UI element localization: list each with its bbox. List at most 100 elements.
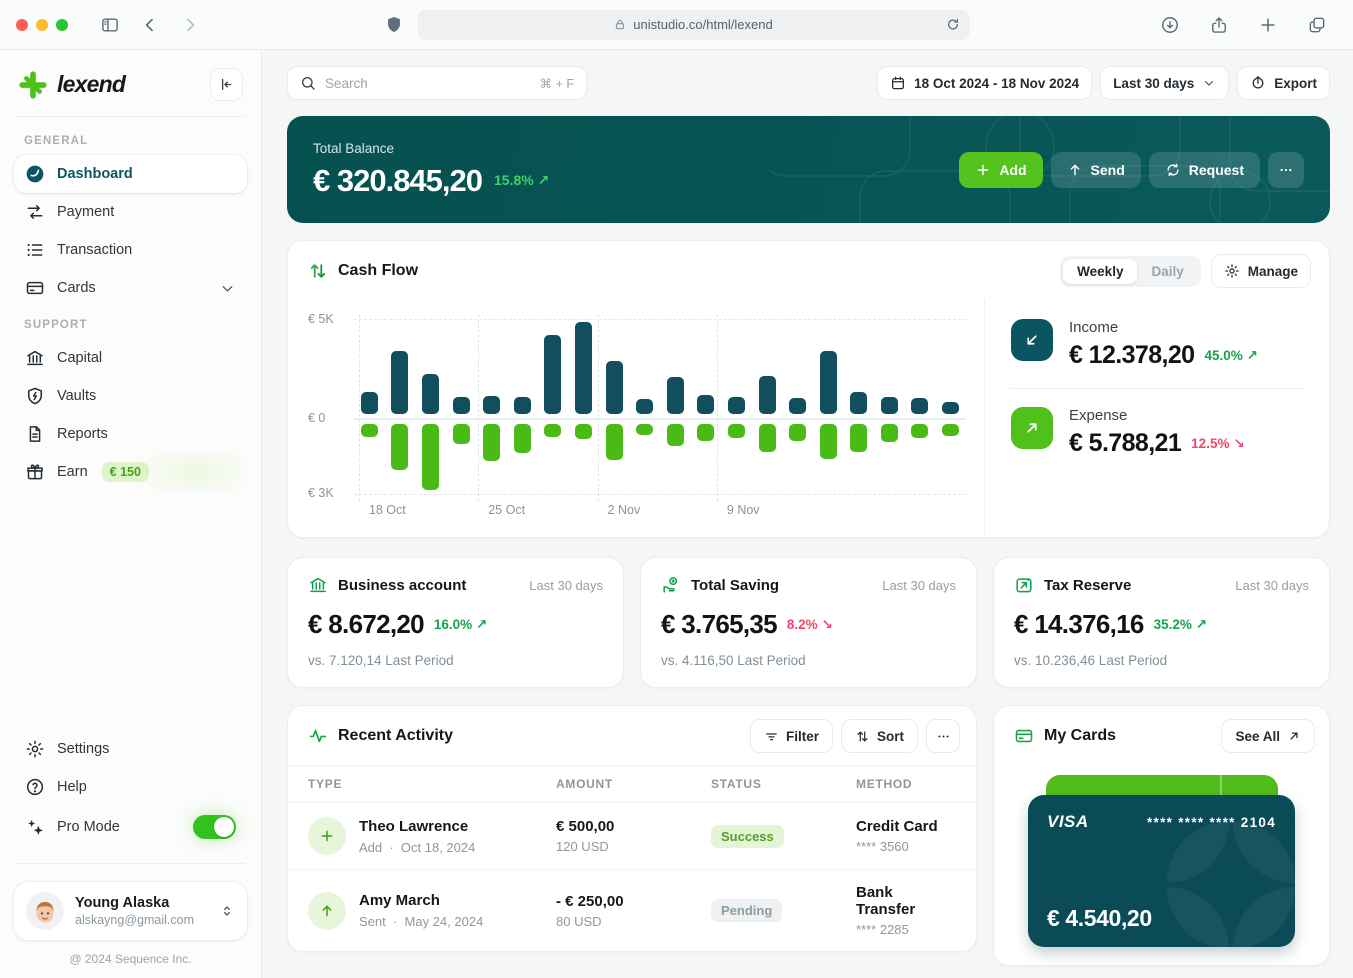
sidebar-item-reports[interactable]: Reports xyxy=(14,415,247,453)
sidebar-collapse-button[interactable] xyxy=(210,68,243,101)
close-window-button[interactable] xyxy=(16,18,28,31)
expense-bar[interactable] xyxy=(385,420,416,470)
income-bar[interactable] xyxy=(782,398,813,418)
bank-icon xyxy=(308,575,328,595)
expense-bar[interactable] xyxy=(721,420,752,438)
income-bar[interactable] xyxy=(752,376,783,418)
expense-bar[interactable] xyxy=(446,420,477,444)
sidebar-item-cards[interactable]: Cards xyxy=(14,269,247,307)
user-profile-card[interactable]: Young Alaska alskayng@gmail.com xyxy=(14,882,247,940)
tab-weekly[interactable]: Weekly xyxy=(1063,258,1138,284)
activity-more-button[interactable] xyxy=(926,719,960,753)
income-bar[interactable] xyxy=(691,395,722,418)
sidebar-item-earn[interactable]: Earn € 150 xyxy=(14,453,247,491)
see-all-button[interactable]: See All xyxy=(1221,719,1315,753)
period-dropdown[interactable]: Last 30 days xyxy=(1100,66,1230,100)
new-tab-icon[interactable] xyxy=(1258,15,1278,35)
sidebar-toggle-icon[interactable] xyxy=(100,15,120,35)
sidebar-item-settings[interactable]: Settings xyxy=(14,730,247,768)
visa-card[interactable]: VISA **** **** **** 2104 € 4.540,20 xyxy=(1028,795,1295,947)
income-bar[interactable] xyxy=(568,322,599,418)
filter-button[interactable]: Filter xyxy=(749,719,833,753)
search-box[interactable]: ⌘ + F xyxy=(287,66,587,100)
status-badge: Pending xyxy=(711,899,783,922)
sidebar-item-transaction[interactable]: Transaction xyxy=(14,231,247,269)
status-badge: Success xyxy=(711,824,784,848)
income-bar[interactable] xyxy=(874,397,905,418)
expense-bar[interactable] xyxy=(599,420,630,460)
expense-bar[interactable] xyxy=(660,420,691,446)
banner-more-button[interactable] xyxy=(1268,151,1304,188)
income-bar[interactable] xyxy=(385,351,416,418)
income-bar[interactable] xyxy=(935,402,966,418)
expense-bar[interactable] xyxy=(568,420,599,439)
expense-bar[interactable] xyxy=(691,420,722,441)
share-icon[interactable] xyxy=(1209,15,1229,35)
sidebar-item-pro-mode[interactable]: Pro Mode xyxy=(14,806,247,848)
income-bar[interactable] xyxy=(721,397,752,418)
promode-icon xyxy=(25,817,45,837)
address-bar[interactable]: unistudio.co/html/lexend xyxy=(417,9,969,40)
privacy-shield-icon[interactable] xyxy=(384,15,403,34)
search-input[interactable] xyxy=(325,75,531,91)
expense-bar[interactable] xyxy=(905,420,936,438)
section-label-support: SUPPORT xyxy=(24,319,88,331)
income-bar[interactable] xyxy=(476,396,507,418)
export-icon xyxy=(1250,75,1266,91)
expense-bar[interactable] xyxy=(752,420,783,452)
expense-bar[interactable] xyxy=(476,420,507,461)
request-button[interactable]: Request xyxy=(1148,151,1260,188)
stat-card-business-account: Business account Last 30 days € 8.672,20… xyxy=(287,557,624,688)
expense-bar[interactable] xyxy=(874,420,905,442)
sidebar-item-dashboard[interactable]: Dashboard xyxy=(14,155,247,193)
expense-bar[interactable] xyxy=(782,420,813,441)
expense-bar[interactable] xyxy=(507,420,538,453)
income-bar[interactable] xyxy=(813,351,844,418)
expense-bar[interactable] xyxy=(354,420,385,437)
table-row[interactable]: Theo Lawrence Add · Oct 18, 2024 € 500,0… xyxy=(288,803,976,869)
forward-button[interactable] xyxy=(180,15,200,35)
reload-icon[interactable] xyxy=(945,17,960,32)
income-bar[interactable] xyxy=(905,398,936,418)
chevron-down-icon[interactable] xyxy=(219,280,236,297)
date-range-button[interactable]: 18 Oct 2024 - 18 Nov 2024 xyxy=(877,66,1093,100)
tab-overview-icon[interactable] xyxy=(1307,15,1327,35)
back-button[interactable] xyxy=(140,15,160,35)
sidebar-item-payment[interactable]: Payment xyxy=(14,193,247,231)
add-button[interactable]: Add xyxy=(959,151,1043,188)
income-bar[interactable] xyxy=(446,397,477,418)
sidebar-item-help[interactable]: Help xyxy=(14,768,247,806)
minimize-window-button[interactable] xyxy=(36,18,48,31)
expense-bar[interactable] xyxy=(629,420,660,435)
expense-bar[interactable] xyxy=(844,420,875,452)
income-bar[interactable] xyxy=(354,392,385,418)
expense-bar[interactable] xyxy=(935,420,966,436)
export-button[interactable]: Export xyxy=(1237,66,1330,100)
visa-logo: VISA xyxy=(1047,812,1089,831)
tab-daily[interactable]: Daily xyxy=(1137,259,1197,284)
zoom-window-button[interactable] xyxy=(56,18,68,31)
income-bar[interactable] xyxy=(538,335,569,418)
activity-table-header: TYPE AMOUNT STATUS METHOD xyxy=(288,765,976,803)
pro-mode-toggle[interactable] xyxy=(193,815,236,839)
expense-bar[interactable] xyxy=(415,420,446,490)
income-bar[interactable] xyxy=(415,374,446,418)
sidebar-nav: GENERAL Dashboard Payment Transaction Cards S… xyxy=(14,123,247,491)
stat-card-tax-reserve: Tax Reserve Last 30 days € 14.376,16 35.… xyxy=(993,557,1330,688)
downloads-icon[interactable] xyxy=(1160,15,1180,35)
income-bar[interactable] xyxy=(599,361,630,418)
manage-button[interactable]: Manage xyxy=(1210,254,1311,288)
income-bar[interactable] xyxy=(507,397,538,418)
income-bar[interactable] xyxy=(660,377,691,418)
income-bar[interactable] xyxy=(844,392,875,418)
expense-change: 12.5% ↘ xyxy=(1191,435,1245,451)
expense-bar[interactable] xyxy=(813,420,844,459)
table-row[interactable]: Amy March Sent · May 24, 2024 - € 250,00… xyxy=(288,869,976,951)
sort-button[interactable]: Sort xyxy=(841,719,918,753)
user-selector-icon[interactable] xyxy=(219,903,235,919)
income-bar[interactable] xyxy=(629,399,660,418)
send-button[interactable]: Send xyxy=(1050,151,1141,188)
sidebar-item-capital[interactable]: Capital xyxy=(14,339,247,377)
expense-bar[interactable] xyxy=(538,420,569,437)
sidebar-item-vaults[interactable]: Vaults xyxy=(14,377,247,415)
